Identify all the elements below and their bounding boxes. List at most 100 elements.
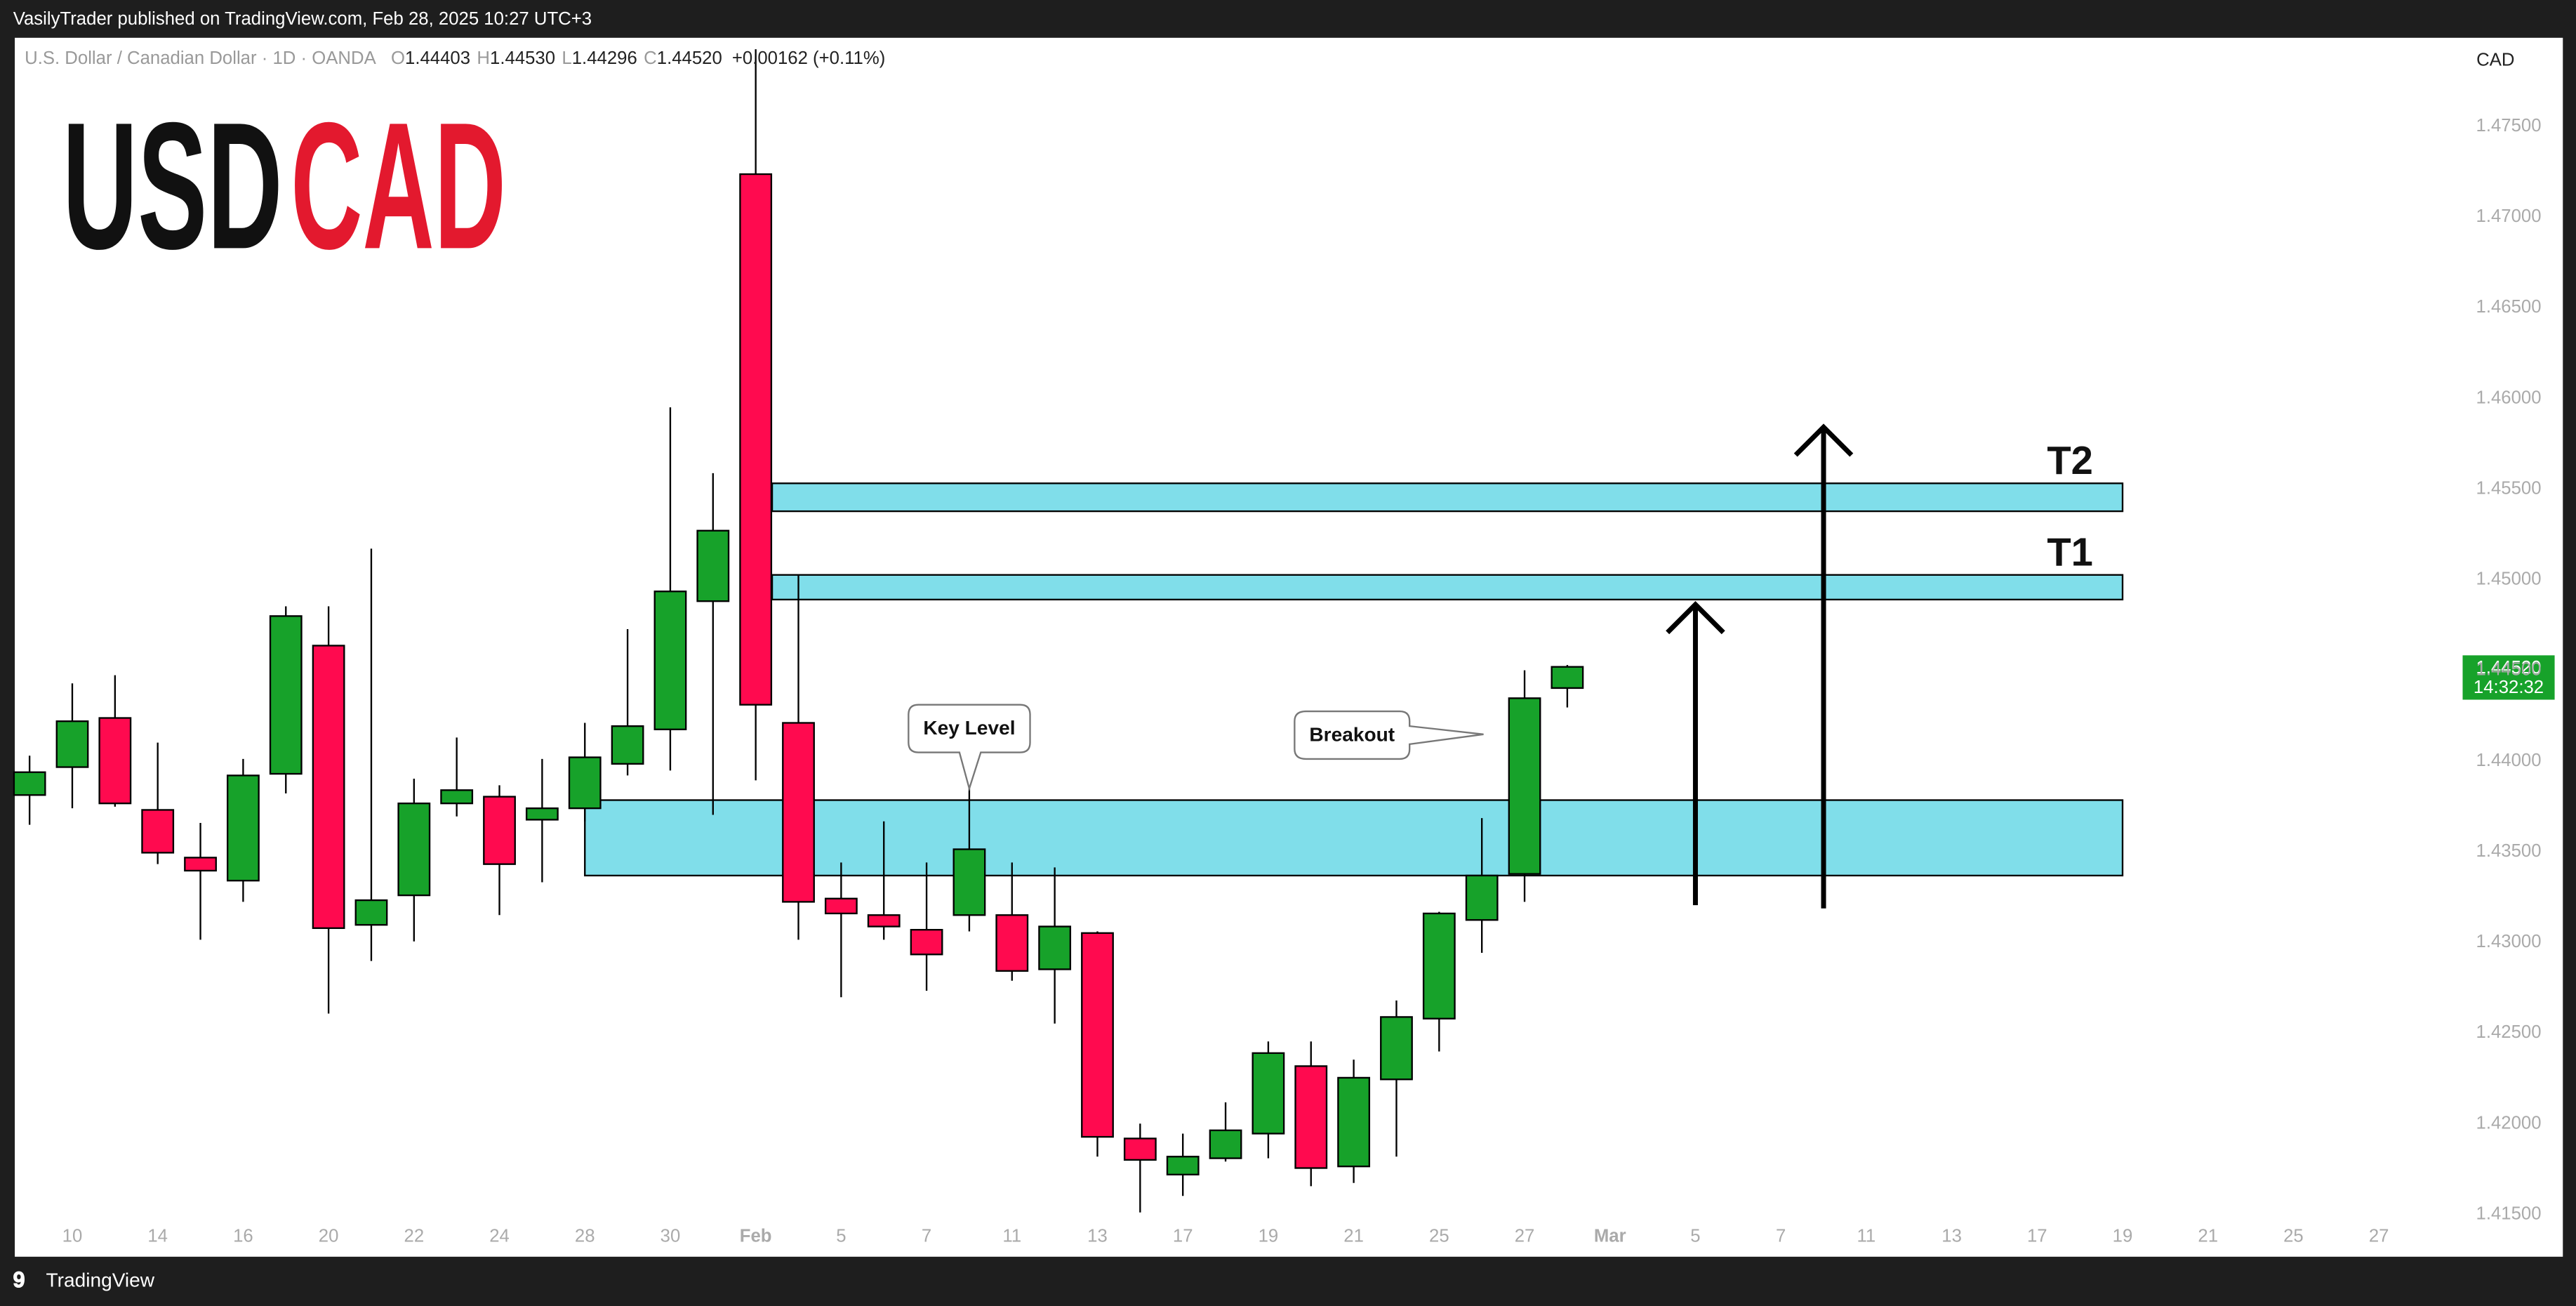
x-tick-label: 27 bbox=[1515, 1227, 1535, 1246]
zone-label: T2 bbox=[2047, 438, 2093, 482]
y-tick-label: 1.44500 bbox=[2476, 660, 2542, 680]
arrow-head bbox=[1666, 601, 1725, 635]
annotation: Breakout bbox=[1309, 724, 1395, 746]
candle-body bbox=[1422, 912, 1456, 1020]
publisher: VasilyTrader published on TradingView.co… bbox=[13, 9, 592, 29]
legend-key: H bbox=[477, 48, 490, 68]
candle-body bbox=[1081, 932, 1114, 1138]
price-tag-countdown: 14:32:32 bbox=[2474, 678, 2544, 697]
candle-body bbox=[653, 591, 687, 730]
y-tick-label: 1.47000 bbox=[2476, 206, 2542, 226]
candle-body bbox=[269, 615, 303, 775]
candle-body bbox=[397, 803, 431, 897]
x-tick-label: 19 bbox=[2113, 1227, 2133, 1246]
x-tick-label: 22 bbox=[404, 1227, 425, 1246]
x-tick-label: 13 bbox=[1941, 1227, 1962, 1246]
legend-key: O bbox=[391, 48, 405, 68]
candles bbox=[13, 49, 1584, 1213]
candle-body bbox=[824, 897, 858, 915]
x-tick-label: 7 bbox=[922, 1227, 931, 1246]
y-tick-label: 1.44000 bbox=[2476, 751, 2542, 770]
x-tick-label: 19 bbox=[1259, 1227, 1279, 1246]
footer-logo: 𝟗 bbox=[13, 1268, 25, 1292]
candle-body bbox=[910, 929, 943, 956]
y-tick-label: 1.43000 bbox=[2476, 932, 2542, 951]
legend-key: L bbox=[562, 48, 571, 68]
footer-brand: TradingView bbox=[46, 1269, 155, 1291]
annotation: Key Level bbox=[923, 717, 1015, 739]
x-tick-label: 14 bbox=[147, 1227, 168, 1246]
x-tick-label: 20 bbox=[319, 1227, 339, 1246]
candle-body bbox=[1508, 697, 1541, 875]
legend-key: C bbox=[644, 48, 657, 68]
x-tick-label: 5 bbox=[1690, 1227, 1700, 1246]
legend-value: 1.44403 bbox=[405, 48, 470, 68]
callout-key-level: Key Level bbox=[908, 704, 1031, 792]
legend-value: 1.44520 bbox=[657, 48, 722, 68]
x-tick-label: 21 bbox=[1343, 1227, 1364, 1246]
candle-body bbox=[1123, 1137, 1157, 1161]
x-tick-label: 11 bbox=[1002, 1227, 1021, 1246]
candle-body bbox=[739, 173, 773, 706]
callout-breakout: Breakout bbox=[1294, 710, 1484, 760]
y-tick-label: 1.42000 bbox=[2476, 1113, 2542, 1133]
price-tag-box bbox=[2462, 655, 2555, 700]
candle-body bbox=[1209, 1129, 1242, 1159]
zone bbox=[584, 799, 2124, 877]
x-tick-label: 17 bbox=[1173, 1227, 1193, 1246]
x-tick-label: 30 bbox=[660, 1227, 681, 1246]
zone bbox=[771, 574, 2124, 601]
x-tick-label: 25 bbox=[2283, 1227, 2304, 1246]
candle-body bbox=[867, 914, 901, 928]
legend-value: 1.44296 bbox=[572, 48, 637, 68]
x-tick-label: 21 bbox=[2198, 1227, 2218, 1246]
x-tick-label: Mar bbox=[1594, 1227, 1626, 1246]
candle-body bbox=[312, 645, 345, 930]
zones bbox=[584, 482, 2124, 877]
x-tick-label: 11 bbox=[1857, 1227, 1876, 1246]
candle-body bbox=[141, 809, 175, 854]
x-tick-label: 17 bbox=[2027, 1227, 2047, 1246]
candle-body bbox=[696, 529, 730, 602]
x-tick-label: 5 bbox=[836, 1227, 846, 1246]
price-tag-label: 1.44520 bbox=[2476, 658, 2542, 678]
candle-body bbox=[1465, 874, 1499, 921]
candle-body bbox=[1380, 1016, 1413, 1081]
candle-body bbox=[440, 789, 474, 805]
x-tick-label: Feb bbox=[740, 1227, 772, 1246]
x-tick-label: 13 bbox=[1087, 1227, 1108, 1246]
candle-body bbox=[782, 722, 815, 903]
candle-body bbox=[1337, 1076, 1371, 1168]
candle-body bbox=[611, 725, 644, 765]
y-tick-label: 1.46000 bbox=[2476, 388, 2542, 407]
callout-box bbox=[1294, 710, 1484, 760]
candle-body bbox=[483, 796, 516, 865]
zone bbox=[771, 482, 2124, 513]
candle-body bbox=[995, 914, 1029, 972]
y-tick-label: 1.45500 bbox=[2476, 478, 2542, 498]
candle-body bbox=[13, 771, 46, 796]
candle-body bbox=[98, 717, 132, 805]
x-tick-label: 7 bbox=[1776, 1227, 1786, 1246]
currency: CAD bbox=[2476, 50, 2514, 70]
candle-body bbox=[1038, 925, 1072, 970]
legend-value: 1.44530 bbox=[490, 48, 555, 68]
arrow-head bbox=[1793, 423, 1854, 457]
zone-label: T1 bbox=[2047, 530, 2093, 574]
arrows bbox=[1666, 423, 1854, 909]
candle-body bbox=[354, 899, 388, 926]
y-tick-label: 1.45000 bbox=[2476, 569, 2542, 589]
candle-body bbox=[1294, 1065, 1328, 1169]
y-tick-label: 1.42500 bbox=[2476, 1022, 2542, 1042]
symbol: U.S. Dollar / Canadian Dollar · 1D · OAN… bbox=[25, 48, 376, 68]
candle-body bbox=[525, 807, 559, 821]
tv-mark: 𝟗 bbox=[13, 1268, 25, 1292]
plot-area bbox=[15, 37, 2563, 1257]
legend-change: +0.00162 (+0.11%) bbox=[732, 48, 885, 68]
x-tick-label: 25 bbox=[1429, 1227, 1449, 1246]
logo-base: USD bbox=[62, 84, 283, 286]
candle-body bbox=[1252, 1052, 1285, 1135]
candle-body bbox=[226, 774, 260, 882]
candle-body bbox=[55, 720, 89, 768]
